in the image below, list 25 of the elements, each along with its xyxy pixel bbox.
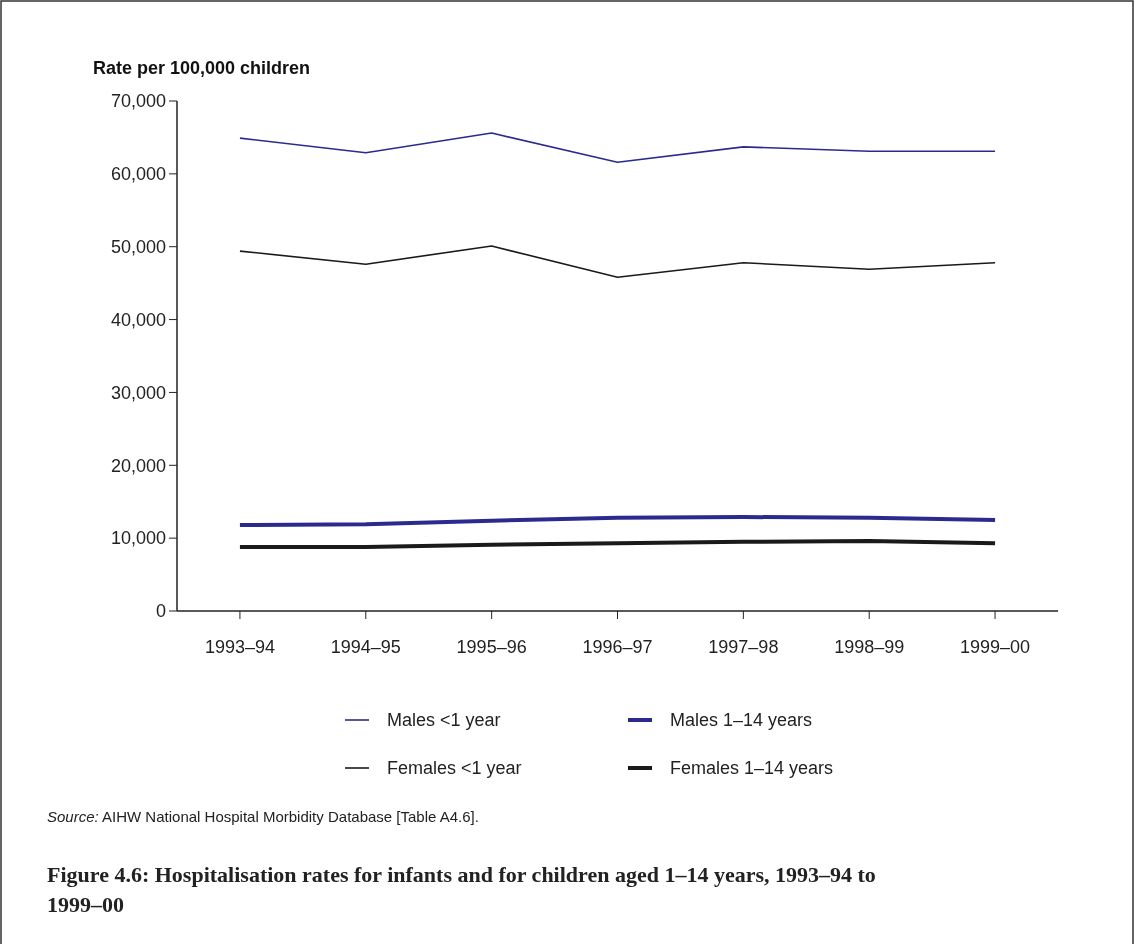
legend-label: Males <1 year (387, 710, 501, 731)
legend-label: Females <1 year (387, 758, 522, 779)
y-tick-label: 10,000 (110, 528, 166, 549)
x-tick-label: 1994–95 (330, 637, 401, 657)
y-tick-label: 70,000 (110, 91, 166, 112)
y-axis-title: Rate per 100,000 children (93, 58, 311, 78)
text: Figure 4.6: Hospitalisation rates for infants and for children aged 1–14 years, 1993–94 to 1999–00 (47, 862, 876, 917)
legend-label: Females 1–14 years (670, 758, 834, 779)
x-tick-label: 1997–98 (708, 637, 779, 657)
line-series (237, 515, 998, 528)
line-series (239, 132, 996, 163)
x-tick-label: 1998–99 (834, 637, 905, 657)
source-note: Source: AIHW National Hospital Morbidity Database [Table A4.6]. (47, 808, 479, 825)
line-series (239, 245, 996, 279)
legend-label: Males 1–14 years (670, 710, 813, 731)
y-tick-label: 0 (155, 601, 166, 622)
y-tick-label: 60,000 (110, 164, 166, 185)
x-tick-label: 1993–94 (204, 637, 275, 657)
y-tick-label: 30,000 (110, 382, 166, 403)
y-tick-label: 40,000 (110, 309, 166, 330)
y-tick-label: 50,000 (110, 237, 166, 258)
x-tick-label: 1999–00 (960, 637, 1031, 657)
y-tick-label: 20,000 (110, 455, 166, 476)
x-tick-label: 1996–97 (582, 637, 653, 657)
x-tick-label: 1995–96 (456, 637, 527, 657)
